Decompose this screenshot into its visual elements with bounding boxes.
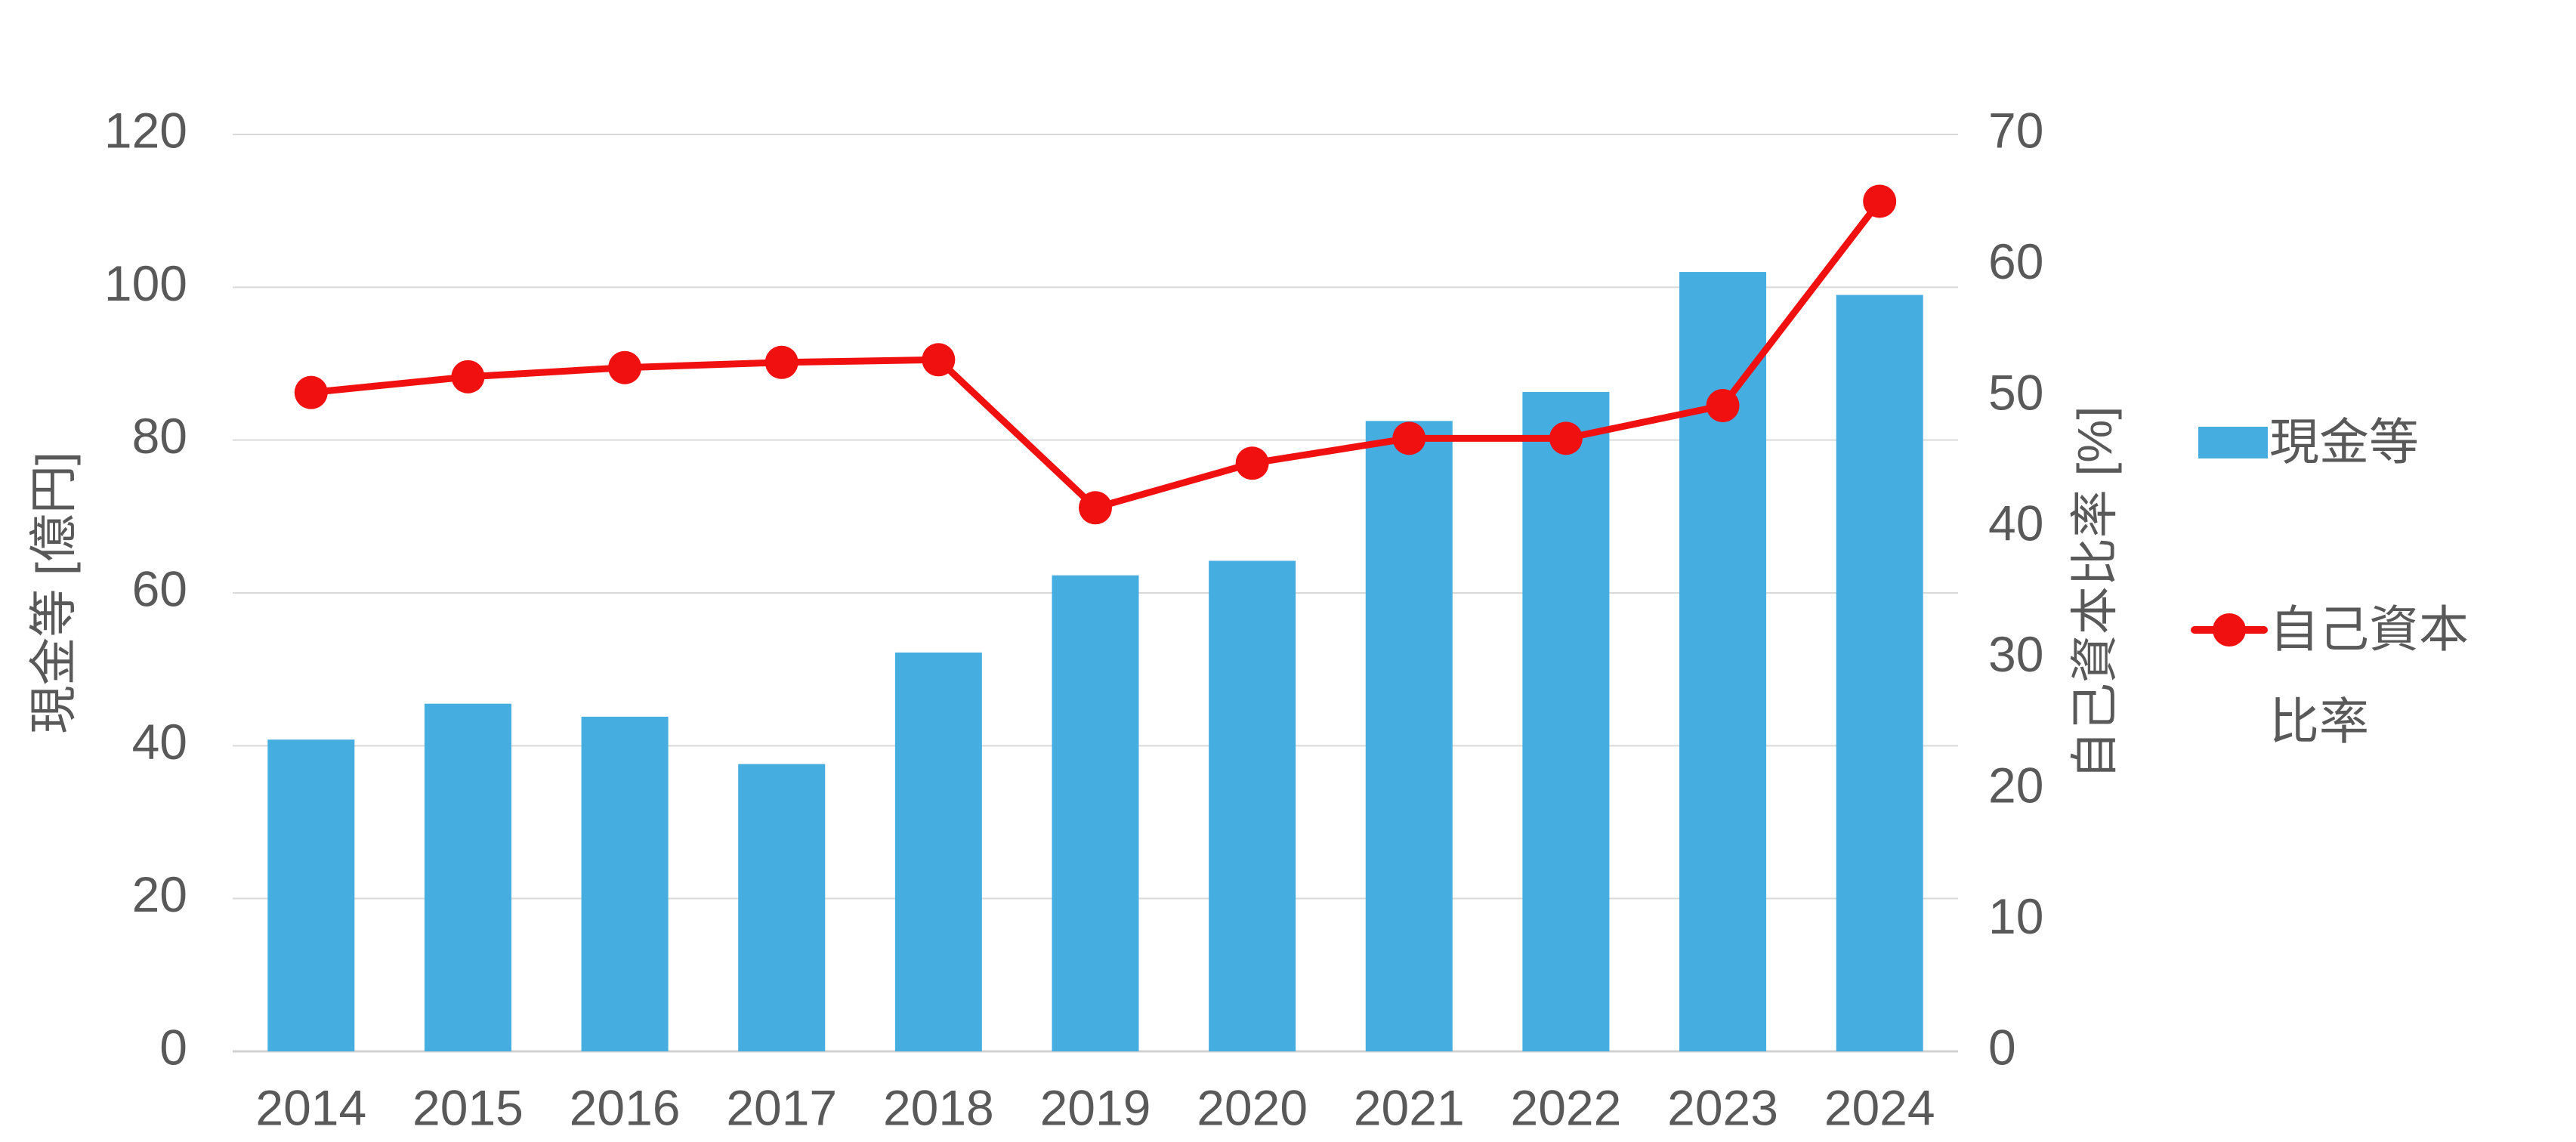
- point-2014: [294, 375, 328, 409]
- bar-2022: [1522, 391, 1610, 1051]
- x-tick-label: 2014: [255, 1079, 366, 1135]
- bar-2017: [738, 764, 826, 1051]
- x-tick-label: 2023: [1667, 1079, 1778, 1135]
- x-tick-label: 2015: [412, 1079, 524, 1135]
- y-left-tick-label: 60: [132, 560, 187, 616]
- equity-ratio-line: [307, 197, 1883, 511]
- legend-label-equity-line2: 比率: [2269, 693, 2369, 749]
- point-2023: [1706, 388, 1740, 422]
- point-2020: [1235, 446, 1269, 480]
- x-tick-label: 2019: [1040, 1079, 1151, 1135]
- bar-2016: [581, 716, 669, 1051]
- point-2021: [1392, 421, 1426, 455]
- y-right-tick-label: 10: [1988, 888, 2043, 944]
- point-2017: [764, 345, 798, 379]
- y-left-tick-label: 80: [132, 408, 187, 464]
- point-2015: [451, 360, 485, 394]
- bar-2020: [1209, 560, 1296, 1051]
- y-left-tick-label: 40: [132, 714, 187, 770]
- y-right-tick-label: 50: [1988, 364, 2043, 420]
- legend-swatch-cash: [2198, 427, 2268, 458]
- x-tick-label: 2022: [1510, 1079, 1621, 1135]
- axes: 0 20 40 60 80 100 120 0 10 20 30 40 50 60 70 2014 2015 20…: [104, 102, 2044, 1135]
- point-2018: [922, 343, 956, 377]
- y-right-tick-label: 30: [1988, 626, 2043, 682]
- bar-2015: [424, 703, 511, 1051]
- legend-label-cash: 現金等: [2269, 414, 2419, 470]
- x-tick-label: 2018: [883, 1079, 994, 1135]
- point-2016: [608, 350, 642, 384]
- y-right-tick-label: 0: [1988, 1019, 2016, 1075]
- y-right-tick-label: 40: [1988, 495, 2043, 551]
- x-tick-label: 2024: [1824, 1079, 1935, 1135]
- legend: 現金等 自己資本 比率: [2191, 414, 2469, 749]
- y-left-tick-label: 20: [132, 866, 187, 922]
- y-right-tick-label: 20: [1988, 758, 2043, 813]
- x-tick-label: 2021: [1354, 1079, 1465, 1135]
- bar-2018: [894, 652, 982, 1051]
- line-series-equity-ratio: [294, 184, 1897, 525]
- point-2019: [1079, 491, 1112, 525]
- y-axis-left-title: 現金等 [億円]: [26, 452, 81, 733]
- bar-2014: [267, 739, 355, 1051]
- x-tick-label: 2020: [1197, 1079, 1308, 1135]
- point-2022: [1549, 421, 1583, 455]
- y-axis-right-title: 自己資本比率 [%]: [2068, 406, 2122, 779]
- y-left-tick-label: 120: [104, 102, 187, 158]
- y-left-tick-label: 100: [104, 255, 187, 311]
- point-2024: [1863, 184, 1897, 218]
- bar-2024: [1836, 295, 1923, 1051]
- x-tick-label: 2017: [726, 1079, 837, 1135]
- y-right-tick-label: 60: [1988, 233, 2043, 289]
- gridlines: [233, 134, 1958, 1053]
- y-left-tick-label: 0: [159, 1019, 187, 1075]
- bar-series-cash: [267, 272, 1923, 1052]
- x-tick-label: 2016: [570, 1079, 681, 1135]
- y-right-tick-label: 70: [1988, 102, 2043, 158]
- bar-2021: [1365, 421, 1453, 1051]
- bar-2019: [1052, 575, 1139, 1051]
- legend-swatch-equity-marker: [2213, 613, 2246, 647]
- legend-label-equity-line1: 自己資本: [2269, 601, 2469, 657]
- bar-2023: [1679, 272, 1767, 1052]
